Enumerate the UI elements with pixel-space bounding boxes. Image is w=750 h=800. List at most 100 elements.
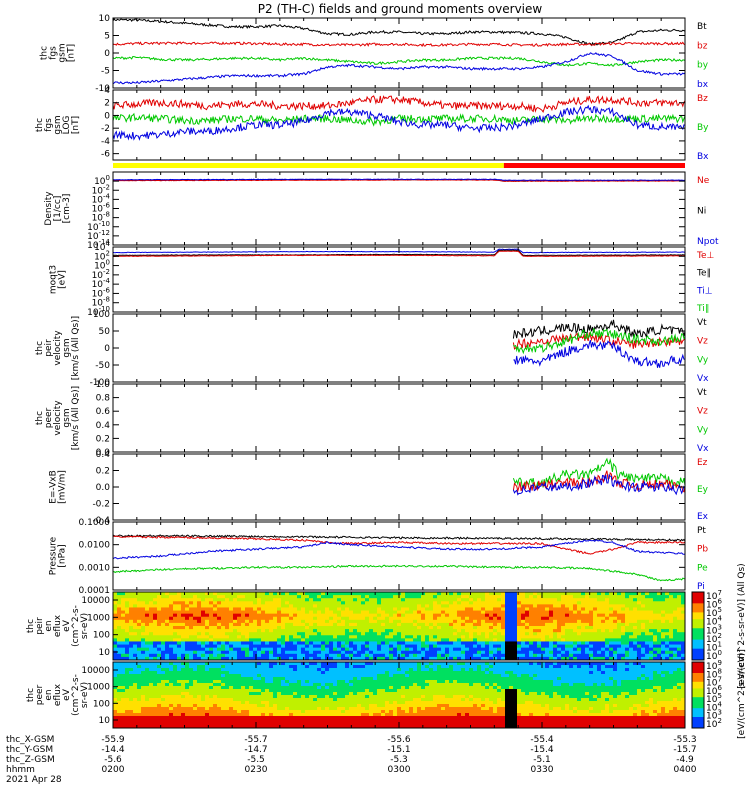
legend-Ne: Ne bbox=[697, 176, 710, 186]
ytick-label: 10-4 bbox=[92, 277, 111, 290]
xaxis-value: 0330 bbox=[531, 765, 554, 775]
ytick-label: -5 bbox=[101, 67, 110, 77]
legend-Npot: Npot bbox=[697, 237, 719, 247]
legend-bx: bx bbox=[697, 80, 709, 90]
series-Bz bbox=[112, 95, 686, 114]
legend-Te⊥: Te⊥ bbox=[696, 251, 715, 261]
ytick-label: 0 bbox=[104, 49, 110, 59]
colorbar-tick: 108 bbox=[706, 667, 722, 680]
legend-Vz: Vz bbox=[697, 337, 708, 347]
ytick-label: 10000 bbox=[81, 666, 110, 676]
legend-Ez: Ez bbox=[697, 458, 708, 468]
ytick-label: 0.8 bbox=[96, 394, 111, 404]
ytick-label: 0.0010 bbox=[79, 563, 111, 573]
legend-Pi: Pi bbox=[697, 582, 705, 592]
ytick-label: 10-4 bbox=[92, 192, 111, 205]
ytick-label: 0 bbox=[104, 344, 110, 354]
xaxis-value: 0230 bbox=[245, 765, 268, 775]
xaxis-date: 2021 Apr 28 bbox=[6, 775, 62, 785]
colorbar-tick: 101 bbox=[706, 640, 722, 653]
legend-Vx: Vx bbox=[697, 444, 709, 454]
xaxis-row-label: thc_Z-GSM bbox=[6, 755, 55, 765]
legend-By: By bbox=[697, 123, 709, 133]
legend-Bx: Bx bbox=[697, 152, 709, 162]
ytick-label: 50 bbox=[99, 327, 111, 337]
colorbar-tick: 102 bbox=[706, 632, 722, 645]
series-Bx bbox=[112, 104, 686, 141]
colorbar-tick: 106 bbox=[706, 684, 722, 697]
xaxis-value: -55.7 bbox=[244, 735, 267, 745]
series-Vy bbox=[513, 328, 686, 355]
ytick-label: 0 bbox=[104, 111, 110, 121]
ytick-label: 0.1000 bbox=[79, 518, 111, 528]
panel-ylabel: Pressure[nPa] bbox=[49, 536, 68, 575]
ytick-label: 10-2 bbox=[92, 183, 110, 196]
ytick-label: 10-8 bbox=[92, 296, 110, 309]
panel-frame bbox=[112, 453, 686, 521]
panel-ylabel: thcfgsgsm[nT] bbox=[40, 43, 77, 62]
series-bx bbox=[112, 52, 686, 85]
panel-9: thcpeirenefluxeV(cm^2-s-sr-eV)1000010001… bbox=[26, 563, 747, 688]
colorbar-tick: 104 bbox=[706, 615, 722, 628]
ytick-label: 10-10 bbox=[87, 220, 110, 233]
ytick-label: -50 bbox=[95, 361, 110, 371]
legend-Vt: Vt bbox=[697, 318, 707, 328]
legend-Vy: Vy bbox=[697, 355, 709, 365]
series-Vt bbox=[512, 319, 686, 339]
legend-Vx: Vx bbox=[697, 374, 709, 384]
ytick-label: 5 bbox=[104, 32, 110, 42]
series-Pi bbox=[112, 539, 686, 560]
ytick-label: 0.0 bbox=[96, 448, 111, 458]
colorbar-tick: 102 bbox=[706, 717, 722, 730]
panel-3: Density[1/cc][cm-3]10010-210-410-610-810… bbox=[44, 171, 719, 251]
colorbar-frame bbox=[691, 661, 705, 729]
series-Ex bbox=[512, 474, 686, 496]
ytick-label: 0.0100 bbox=[79, 541, 111, 551]
panels: thcfgsgsm[nT]1050-5-10BtbzbybxthcfgsgsmL… bbox=[26, 14, 747, 739]
legend-Bt: Bt bbox=[697, 22, 707, 32]
series-Ey bbox=[512, 457, 686, 488]
panel-8: Pressure[nPa] 0.1000 0.0100 0.0010 0.0001 Pt P… bbox=[49, 518, 709, 596]
series-by bbox=[112, 55, 686, 67]
xaxis-value: -5.1 bbox=[533, 755, 551, 765]
panel-ylabel: Density[1/cc][cm-3] bbox=[44, 191, 72, 226]
xaxis-value: -55.9 bbox=[101, 735, 125, 745]
colorbar-tick: 107 bbox=[706, 676, 722, 689]
panel-frame bbox=[112, 521, 686, 591]
ytick-label: -0.4 bbox=[92, 516, 110, 526]
xaxis-value: 0300 bbox=[388, 765, 411, 775]
xaxis-value: -14.7 bbox=[244, 745, 267, 755]
colorbar-tick: 109 bbox=[706, 659, 722, 672]
ytick-label: 10 bbox=[99, 14, 111, 24]
ytick-label: 100 bbox=[94, 174, 110, 187]
series-Pe bbox=[112, 564, 686, 582]
xaxis-value: -55.6 bbox=[387, 735, 411, 745]
colorbar-tick: 104 bbox=[706, 700, 722, 713]
ytick-label: 0.6 bbox=[96, 407, 111, 417]
ytick-label: 0.2 bbox=[96, 467, 110, 477]
ytick-label: 1000 bbox=[87, 683, 110, 693]
series-Ez bbox=[512, 470, 686, 493]
panel-ylabel: thcfgsgsmLOG[nT] bbox=[35, 115, 81, 134]
ytick-label: 10-10 bbox=[87, 305, 110, 318]
legend-Vt: Vt bbox=[697, 388, 707, 398]
panel-10: thcpeerenefluxeV(cm^2-s-sr-eV)10000 1000 1… bbox=[26, 649, 747, 739]
panel-2: thcfgsgsmLOG[nT] 4 2 0 -2 -4 -6 Bz By Bx bbox=[35, 86, 709, 162]
xaxis-value: -4.9 bbox=[676, 755, 694, 765]
ytick-label: 0.4 bbox=[96, 450, 111, 460]
xaxis-value: -15.1 bbox=[387, 745, 410, 755]
series-Te∥ bbox=[112, 249, 686, 257]
xaxis-value: -15.7 bbox=[673, 745, 696, 755]
legend-Pe: Pe bbox=[697, 563, 708, 573]
ytick-label: 0.0 bbox=[96, 483, 111, 493]
panel-frame bbox=[112, 313, 686, 383]
legend-Te∥: Te∥ bbox=[696, 269, 711, 279]
legend-Bz: Bz bbox=[697, 94, 708, 104]
panel-6: thcpeervelocitygsm[km/s (All Qs)] 1.0 0.8 0… bbox=[35, 380, 709, 458]
legend-Ey: Ey bbox=[697, 485, 709, 495]
ytick-label: -4 bbox=[101, 137, 110, 147]
xaxis-value: 0200 bbox=[102, 765, 125, 775]
series-Ne bbox=[112, 179, 685, 182]
